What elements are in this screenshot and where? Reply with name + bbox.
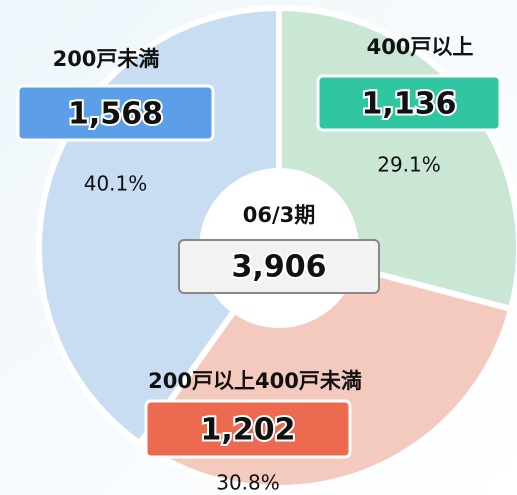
category-label: 200戸未満: [53, 47, 160, 71]
value-box: [16, 84, 215, 142]
value-label: 1,568: [68, 97, 163, 132]
percent-label: 30.8%: [216, 471, 280, 495]
percent-label: 40.1%: [84, 172, 148, 196]
total-label: 3,906: [232, 250, 327, 285]
value-box: [144, 399, 352, 459]
percent-label: 29.1%: [377, 153, 441, 177]
center-label: 06/3期: [243, 203, 316, 227]
value-box: [316, 74, 502, 132]
value-label: 1,136: [362, 87, 457, 122]
value-label: 1,202: [201, 413, 296, 448]
total-box: [178, 239, 380, 294]
category-label: 400戸以上: [367, 35, 474, 59]
category-label: 200戸以上400戸未満: [148, 369, 362, 393]
